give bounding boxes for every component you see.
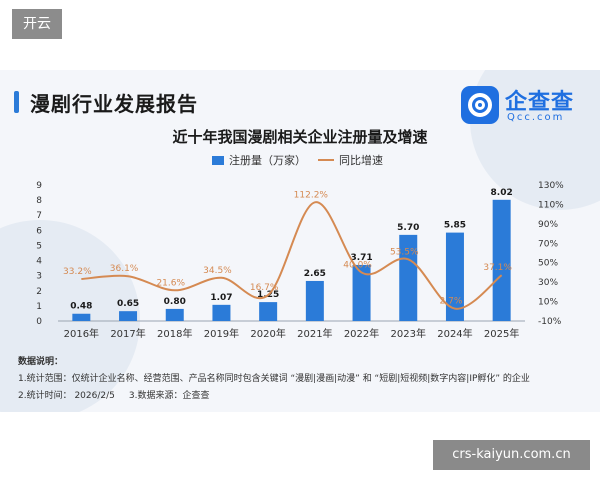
growth-value-label: 36.1%	[110, 264, 139, 274]
bar-10	[492, 199, 511, 321]
bar-value-label: 0.80	[164, 297, 186, 307]
y-right-tick-label: 110%	[538, 200, 564, 210]
notes-line-2b: 3.数据来源：企查查	[128, 391, 210, 401]
bar-8	[399, 234, 418, 321]
y-right-tick-label: 90%	[538, 220, 558, 230]
report-card: 漫剧行业发展报告 企查查 Qcc.com 近十年我国漫剧相关企业注册量及增速 注…	[0, 70, 600, 412]
y-right-tick-label: 30%	[538, 278, 558, 288]
y-left-tick-label: 5	[36, 241, 42, 251]
growth-value-label: 21.6%	[156, 278, 185, 288]
y-right-tick-label: 130%	[538, 181, 564, 191]
bar-value-label: 1.07	[210, 293, 232, 303]
growth-value-label: 34.5%	[203, 266, 232, 276]
y-left-tick-label: 6	[36, 226, 42, 236]
bar-value-label: 8.02	[491, 188, 513, 198]
growth-value-label: 112.2%	[294, 190, 329, 200]
growth-value-label: 40.0%	[343, 260, 372, 270]
bar-3	[165, 308, 184, 321]
y-right-tick-label: 10%	[538, 298, 558, 308]
growth-line	[81, 201, 503, 310]
combo-chart: 0 1 2 3 4 5 6 7 8 9 -10% 10% 30% 50% 70% 90% 110% 130% 0.4…	[36, 181, 564, 340]
watermark-badge-top: 开云	[12, 9, 62, 39]
logo-name: 企查查	[505, 90, 575, 115]
qcc-logo: 企查查 Qcc.com	[461, 84, 581, 128]
x-category-label: 2023年	[391, 327, 426, 340]
y-left-tick-label: 8	[36, 196, 42, 206]
y-right-tick-label: 50%	[538, 259, 558, 269]
legend-line-label: 同比增速	[339, 154, 383, 167]
y-left-tick-label: 4	[36, 257, 42, 267]
chart-title: 近十年我国漫剧相关企业注册量及增速	[172, 128, 428, 146]
growth-value-label: 37.1%	[483, 263, 512, 273]
growth-value-label: 16.7%	[250, 283, 279, 293]
bar-value-label: 5.85	[444, 221, 466, 231]
bar-9	[445, 232, 464, 321]
x-category-label: 2020年	[250, 327, 285, 340]
data-notes: 数据说明： 1.统计范围：仅统计企业名称、经营范围、产品名称同时包含关键词 “漫…	[18, 354, 530, 405]
y-left-tick-label: 7	[36, 211, 42, 221]
growth-value-label: 53.5%	[390, 247, 419, 257]
notes-line-1: 1.统计范围：仅统计企业名称、经营范围、产品名称同时包含关键词 “漫剧|漫画|动…	[18, 374, 530, 384]
bar-value-label: 5.70	[397, 223, 419, 233]
chart-legend: 注册量（万家） 同比增速	[212, 152, 383, 168]
bar-value-label: 2.65	[304, 269, 326, 279]
growth-value-label: 2.7%	[440, 297, 463, 307]
y-left-tick-label: 9	[36, 181, 42, 191]
y-right-tick-label: -10%	[538, 317, 562, 327]
x-category-label: 2021年	[297, 327, 332, 340]
logo-subtitle: Qcc.com	[507, 112, 565, 123]
x-category-label: 2016年	[64, 327, 99, 340]
qcc-logo-icon	[461, 86, 499, 124]
legend-bar-swatch	[212, 155, 224, 165]
bar-value-label: 0.65	[117, 299, 139, 309]
x-category-label: 2017年	[110, 327, 145, 340]
legend-line-swatch	[318, 159, 334, 161]
bar-6	[305, 280, 324, 321]
bar-2	[119, 311, 138, 321]
x-category-label: 2022年	[344, 327, 379, 340]
bar-1	[72, 313, 91, 321]
bar-value-label: 3.71	[350, 253, 372, 263]
legend-bar-label: 注册量（万家）	[229, 154, 306, 167]
bar-value-label: 0.48	[70, 302, 92, 312]
header-accent-bar	[14, 91, 19, 113]
bar-7	[352, 264, 371, 321]
notes-heading: 数据说明：	[18, 357, 64, 367]
growth-value-label: 33.2%	[63, 267, 92, 277]
bar-4	[212, 304, 231, 321]
x-category-label: 2019年	[204, 327, 239, 340]
y-left-tick-label: 1	[36, 302, 42, 312]
bar-5	[259, 302, 278, 321]
notes-line-2: 2.统计时间： 2026/2/5 3.数据来源：企查查	[18, 388, 530, 405]
x-category-label: 2018年	[157, 327, 192, 340]
report-title: 漫剧行业发展报告	[30, 92, 198, 116]
watermark-badge-bottom: crs-kaiyun.com.cn	[433, 440, 590, 470]
y-left-tick-label: 3	[36, 272, 42, 282]
y-left-tick-label: 0	[36, 317, 42, 327]
notes-line-2a: 2.统计时间： 2026/2/5	[18, 391, 115, 401]
y-right-tick-label: 70%	[538, 239, 558, 249]
x-category-label: 2024年	[437, 327, 472, 340]
y-left-tick-label: 2	[36, 287, 42, 297]
x-category-label: 2025年	[484, 327, 519, 340]
